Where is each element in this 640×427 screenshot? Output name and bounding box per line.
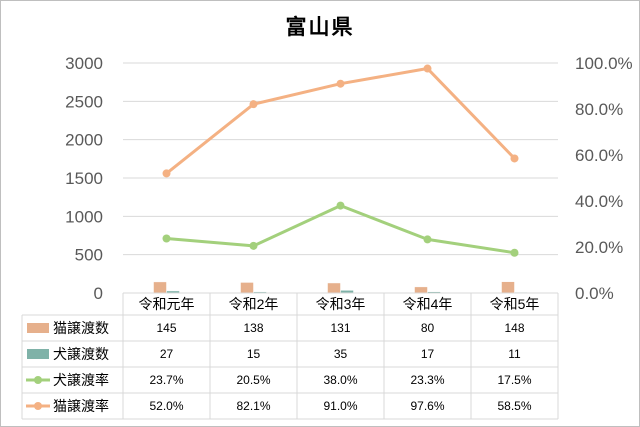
category-label: 令和2年 (229, 296, 279, 312)
y-left-tick-label: 500 (75, 246, 103, 265)
legend-key (27, 323, 49, 333)
table-cell: 138 (243, 321, 263, 335)
table-cell: 80 (421, 321, 435, 335)
data-point (162, 169, 171, 178)
data-point (423, 64, 432, 73)
y-right-tick-label: 40.0% (575, 192, 623, 211)
table-cell: 11 (508, 347, 521, 361)
gridlines (123, 62, 558, 256)
chart-title: 富山県 (285, 15, 355, 39)
bar (240, 282, 254, 294)
y-left-tick-label: 3000 (65, 54, 103, 73)
table-cell: 82.1% (236, 399, 270, 413)
legend-label: 犬譲渡数 (53, 346, 109, 362)
table-cell: 131 (330, 321, 350, 335)
y-left-tick-label: 1500 (65, 169, 103, 188)
y-left-tick-label: 2000 (65, 131, 103, 150)
y-right-tick-label: 100.0% (575, 54, 633, 73)
category-label: 令和4年 (403, 296, 453, 312)
table-cell: 91.0% (323, 399, 357, 413)
legend-key (34, 402, 42, 410)
table-cell: 52.0% (149, 399, 183, 413)
legend-label: 犬譲渡率 (53, 372, 109, 388)
y-right-tick-label: 20.0% (575, 238, 623, 257)
bars (153, 281, 528, 294)
data-point (162, 234, 171, 243)
y-right-tick-label: 60.0% (575, 146, 623, 165)
legend-key (34, 376, 42, 384)
table-cell: 20.5% (236, 373, 270, 387)
category-label: 令和5年 (490, 296, 540, 312)
y-left-tick-label: 2500 (65, 92, 103, 111)
series-line (166, 204, 515, 255)
legend-label: 猫譲渡率 (53, 398, 109, 414)
axes: 0 500 1000 1500 2000 2500 3000 0.0% 20.0% 40.0% 60… (65, 54, 633, 303)
table-cell: 58.5% (497, 399, 531, 413)
table-cell: 27 (160, 347, 174, 361)
y-right-tick-label: 0.0% (575, 284, 614, 303)
table-cell: 145 (156, 321, 176, 335)
bar (414, 286, 428, 294)
table-cell: 38.0% (323, 373, 357, 387)
data-point (336, 79, 345, 88)
table-cell: 148 (504, 321, 524, 335)
table-cell: 35 (334, 347, 348, 361)
y-right-tick-label: 80.0% (575, 100, 623, 119)
table-cell: 23.7% (149, 373, 183, 387)
bar (501, 281, 515, 294)
data-point (510, 248, 519, 257)
table-cell: 23.3% (410, 373, 444, 387)
data-point (423, 235, 432, 244)
table-cell: 15 (247, 347, 261, 361)
category-label: 令和元年 (139, 296, 195, 312)
y-left-tick-label: 0 (94, 284, 103, 303)
data-point (510, 154, 519, 163)
data-point (249, 100, 258, 109)
data-point (249, 241, 258, 250)
legend-label: 猫譲渡数 (53, 320, 109, 336)
bar (153, 281, 167, 294)
lines (162, 64, 519, 257)
table-cell: 17.5% (497, 373, 531, 387)
y-left-tick-label: 1000 (65, 207, 103, 226)
legend-key (27, 349, 49, 359)
data-point (336, 201, 345, 210)
category-label: 令和3年 (316, 296, 366, 312)
table-cell: 17 (421, 347, 435, 361)
table-cell: 97.6% (410, 399, 444, 413)
bar (327, 282, 341, 294)
